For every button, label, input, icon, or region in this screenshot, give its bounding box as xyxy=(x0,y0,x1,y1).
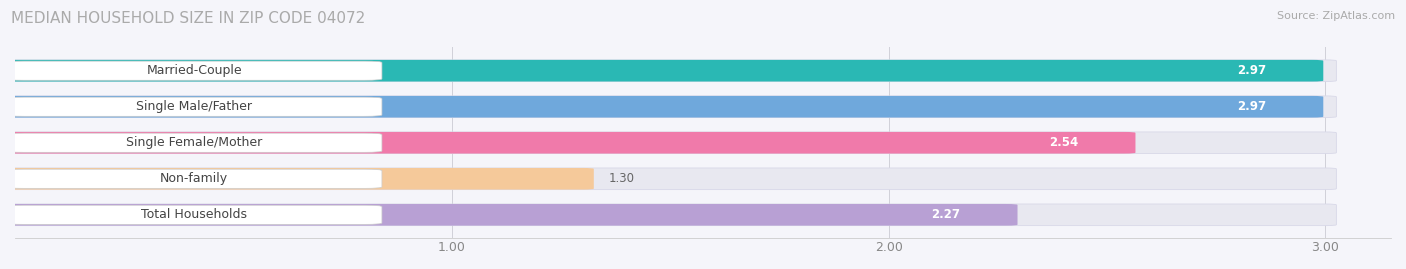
FancyBboxPatch shape xyxy=(4,132,1336,154)
Text: 2.54: 2.54 xyxy=(1049,136,1078,149)
FancyBboxPatch shape xyxy=(6,61,382,80)
FancyBboxPatch shape xyxy=(884,207,1007,223)
FancyBboxPatch shape xyxy=(4,60,1336,82)
FancyBboxPatch shape xyxy=(4,60,1323,82)
FancyBboxPatch shape xyxy=(6,97,382,116)
Text: 1.30: 1.30 xyxy=(609,172,636,185)
FancyBboxPatch shape xyxy=(4,168,1336,190)
Text: Total Households: Total Households xyxy=(141,208,247,221)
FancyBboxPatch shape xyxy=(4,132,1136,154)
Text: 2.97: 2.97 xyxy=(1237,100,1265,113)
Text: Married-Couple: Married-Couple xyxy=(146,64,242,77)
Text: Source: ZipAtlas.com: Source: ZipAtlas.com xyxy=(1277,11,1395,21)
FancyBboxPatch shape xyxy=(1189,63,1312,79)
Text: 2.97: 2.97 xyxy=(1237,64,1265,77)
Text: 2.27: 2.27 xyxy=(931,208,960,221)
FancyBboxPatch shape xyxy=(4,168,593,190)
FancyBboxPatch shape xyxy=(4,96,1323,118)
Text: Single Male/Father: Single Male/Father xyxy=(136,100,252,113)
FancyBboxPatch shape xyxy=(4,204,1336,226)
Text: Non-family: Non-family xyxy=(160,172,228,185)
FancyBboxPatch shape xyxy=(6,133,382,152)
FancyBboxPatch shape xyxy=(4,204,1018,226)
FancyBboxPatch shape xyxy=(6,169,382,188)
FancyBboxPatch shape xyxy=(4,96,1336,118)
FancyBboxPatch shape xyxy=(1002,135,1125,151)
FancyBboxPatch shape xyxy=(1189,99,1312,115)
Text: MEDIAN HOUSEHOLD SIZE IN ZIP CODE 04072: MEDIAN HOUSEHOLD SIZE IN ZIP CODE 04072 xyxy=(11,11,366,26)
Text: Single Female/Mother: Single Female/Mother xyxy=(127,136,263,149)
FancyBboxPatch shape xyxy=(6,205,382,224)
